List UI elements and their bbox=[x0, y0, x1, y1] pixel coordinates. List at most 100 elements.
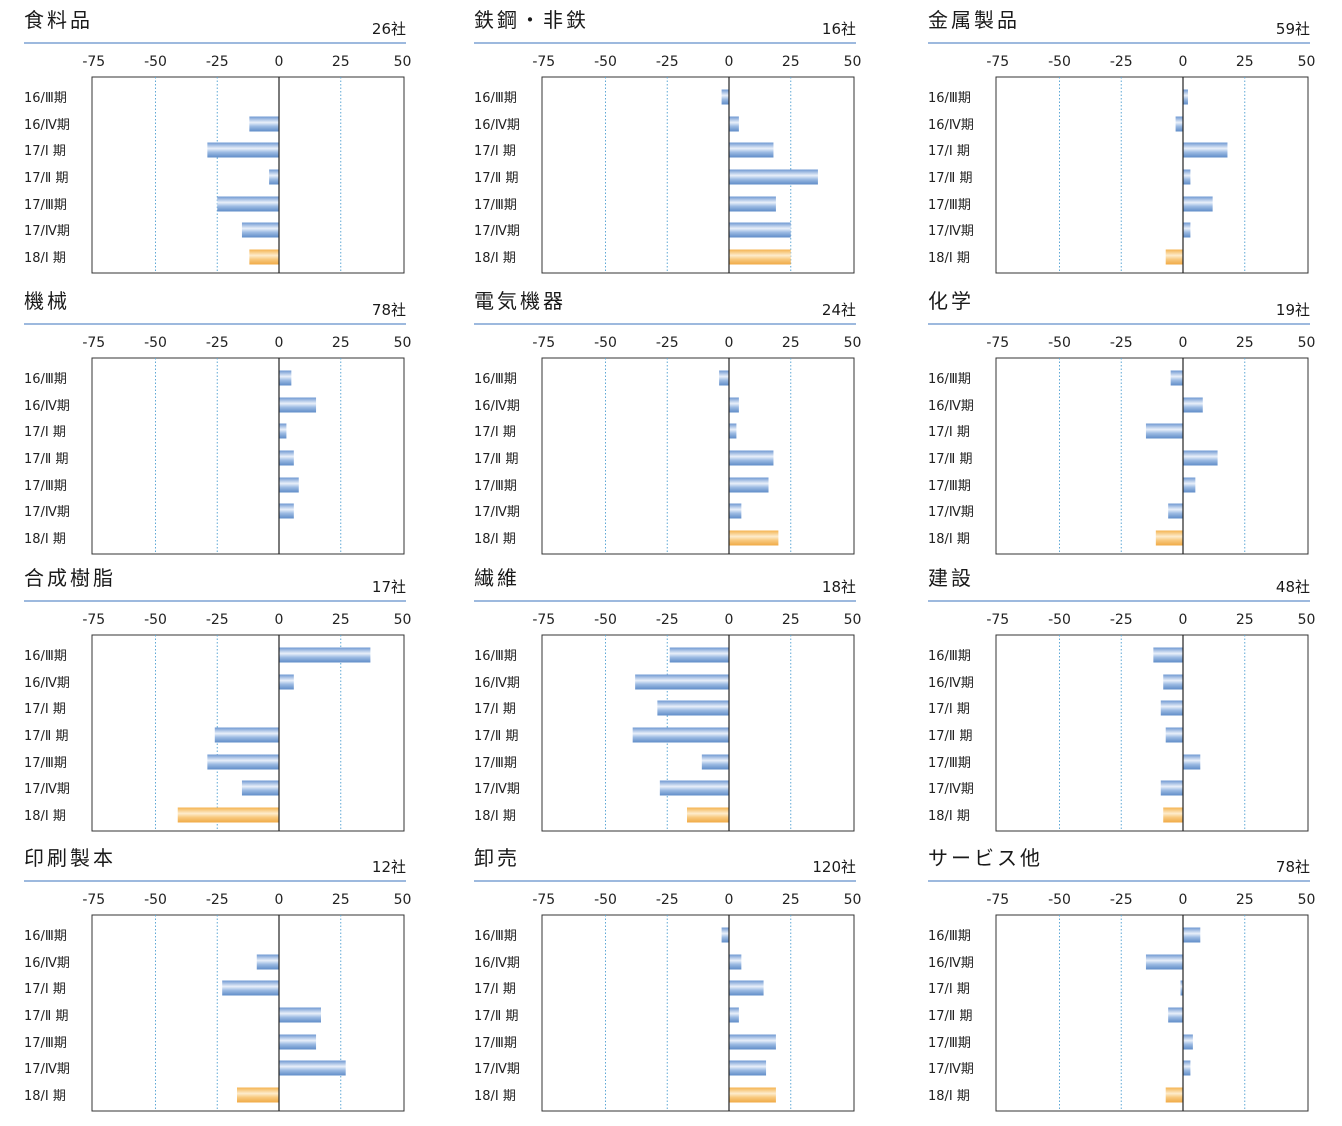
plot-frame bbox=[541, 76, 855, 274]
company-count: 48社 bbox=[1275, 578, 1310, 596]
company-count: 24社 bbox=[821, 301, 856, 319]
x-tick-label: 0 bbox=[725, 54, 734, 70]
value-bar bbox=[1183, 222, 1191, 238]
value-bar bbox=[279, 477, 299, 493]
x-tick-label: 25 bbox=[1236, 54, 1254, 70]
x-tick-label: -75 bbox=[532, 892, 555, 908]
category-label: 17/Ⅱ 期 bbox=[24, 171, 68, 186]
x-tick-label: -25 bbox=[1110, 335, 1133, 351]
x-tick-label: 50 bbox=[394, 612, 412, 628]
bar-chart: -75 -50 -25 0 25 50 16/Ⅲ期 16/Ⅳ期 17/Ⅰ 期 17/Ⅱ 期 17/Ⅲ… bbox=[928, 54, 1315, 274]
plot-frame bbox=[995, 914, 1309, 1112]
x-tick-label: -75 bbox=[986, 612, 1009, 628]
category-label: 17/Ⅰ 期 bbox=[928, 982, 970, 997]
x-tick-label: 50 bbox=[844, 612, 862, 628]
value-bar bbox=[1168, 1007, 1183, 1023]
forecast-bar bbox=[249, 249, 279, 265]
value-bar bbox=[241, 222, 279, 238]
category-label: 17/Ⅲ期 bbox=[474, 756, 517, 771]
category-label: 17/Ⅲ期 bbox=[24, 479, 67, 494]
chart-panel: 化学 19社 -75 -50 -25 0 25 50 16/Ⅲ期 16/Ⅳ期 17/Ⅰ 期 17/Ⅱ … bbox=[928, 287, 1315, 569]
category-label: 16/Ⅲ期 bbox=[928, 372, 971, 387]
category-label: 16/Ⅳ期 bbox=[24, 118, 70, 133]
category-label: 17/Ⅲ期 bbox=[928, 198, 971, 213]
x-tick-label: -25 bbox=[206, 892, 229, 908]
category-label: 17/Ⅲ期 bbox=[474, 1036, 517, 1051]
value-bar bbox=[1183, 754, 1201, 770]
value-bar bbox=[241, 780, 279, 796]
value-bar bbox=[279, 1034, 317, 1050]
x-tick-label: -25 bbox=[206, 335, 229, 351]
chart-title: 建設 bbox=[928, 566, 974, 590]
title-underline bbox=[928, 880, 1310, 882]
x-tick-label: 50 bbox=[394, 54, 412, 70]
x-tick-label: -25 bbox=[1110, 892, 1133, 908]
x-tick-label: 25 bbox=[782, 612, 800, 628]
x-tick-label: 50 bbox=[844, 54, 862, 70]
value-bar bbox=[729, 423, 737, 439]
x-tick-label: 50 bbox=[1298, 54, 1316, 70]
chart-panel: 電気機器 24社 -75 -50 -25 0 25 50 16/Ⅲ期 16/Ⅳ期 17/Ⅰ 期 17/… bbox=[474, 287, 861, 569]
category-label: 16/Ⅲ期 bbox=[928, 929, 971, 944]
value-bar bbox=[729, 169, 818, 185]
chart-panel: 建設 48社 -75 -50 -25 0 25 50 16/Ⅲ期 16/Ⅳ期 17/Ⅰ 期 17/Ⅱ … bbox=[928, 564, 1315, 846]
x-tick-label: -75 bbox=[986, 335, 1009, 351]
category-label: 17/Ⅱ 期 bbox=[474, 452, 518, 467]
category-label: 17/Ⅲ期 bbox=[24, 1036, 67, 1051]
category-label: 16/Ⅳ期 bbox=[474, 956, 520, 971]
title-underline bbox=[928, 323, 1310, 325]
value-bar bbox=[222, 980, 279, 996]
category-label: 18/Ⅰ 期 bbox=[24, 532, 66, 547]
forecast-bar bbox=[1163, 807, 1183, 823]
x-tick-label: 0 bbox=[725, 612, 734, 628]
chart-title: 機械 bbox=[24, 289, 70, 313]
category-label: 16/Ⅲ期 bbox=[24, 91, 67, 106]
category-label: 16/Ⅲ期 bbox=[24, 929, 67, 944]
chart-panel: 印刷製本 12社 -75 -50 -25 0 25 50 16/Ⅲ期 16/Ⅳ期 17/Ⅰ 期 17/… bbox=[24, 844, 411, 1126]
category-label: 17/Ⅱ 期 bbox=[24, 452, 68, 467]
value-bar bbox=[1153, 647, 1183, 663]
x-tick-label: -75 bbox=[82, 335, 105, 351]
title-underline bbox=[474, 600, 856, 602]
bar-chart: -75 -50 -25 0 25 50 16/Ⅲ期 16/Ⅳ期 17/Ⅰ 期 17/Ⅱ 期 17/Ⅲ… bbox=[474, 892, 861, 1112]
value-bar bbox=[721, 927, 729, 943]
x-tick-label: 50 bbox=[1298, 892, 1316, 908]
chart-title: 化学 bbox=[928, 289, 974, 313]
category-label: 17/Ⅱ 期 bbox=[928, 729, 972, 744]
value-bar bbox=[214, 727, 279, 743]
category-label: 18/Ⅰ 期 bbox=[928, 809, 970, 824]
value-bar bbox=[1180, 980, 1183, 996]
category-label: 17/Ⅰ 期 bbox=[474, 144, 516, 159]
value-bar bbox=[1145, 954, 1183, 970]
title-underline bbox=[474, 880, 856, 882]
category-label: 17/Ⅱ 期 bbox=[928, 1009, 972, 1024]
chart-title: 合成樹脂 bbox=[24, 566, 116, 590]
company-count: 17社 bbox=[371, 578, 406, 596]
chart-panel: 合成樹脂 17社 -75 -50 -25 0 25 50 16/Ⅲ期 16/Ⅳ期 17/Ⅰ 期 17/… bbox=[24, 564, 411, 846]
title-underline bbox=[474, 323, 856, 325]
value-bar bbox=[279, 503, 294, 519]
category-label: 17/Ⅳ期 bbox=[24, 782, 70, 797]
category-label: 17/Ⅳ期 bbox=[928, 782, 974, 797]
x-tick-label: -25 bbox=[656, 892, 679, 908]
bar-chart: -75 -50 -25 0 25 50 16/Ⅲ期 16/Ⅳ期 17/Ⅰ 期 17/Ⅱ 期 17/Ⅲ… bbox=[928, 892, 1315, 1112]
chart-title: 繊維 bbox=[474, 566, 520, 590]
plot-frame bbox=[541, 634, 855, 832]
chart-panel: 鉄鋼・非鉄 16社 -75 -50 -25 0 25 50 16/Ⅲ期 16/Ⅳ期 17/Ⅰ 期 17… bbox=[474, 6, 861, 288]
x-tick-label: -75 bbox=[986, 892, 1009, 908]
value-bar bbox=[207, 142, 279, 158]
value-bar bbox=[1183, 1034, 1193, 1050]
category-label: 17/Ⅰ 期 bbox=[928, 144, 970, 159]
forecast-bar bbox=[1165, 1087, 1183, 1103]
forecast-bar bbox=[1155, 530, 1183, 546]
bar-chart: -75 -50 -25 0 25 50 16/Ⅲ期 16/Ⅳ期 17/Ⅰ 期 17/Ⅱ 期 17/Ⅲ… bbox=[474, 335, 861, 555]
chart-panel: 繊維 18社 -75 -50 -25 0 25 50 16/Ⅲ期 16/Ⅳ期 17/Ⅰ 期 17/Ⅱ … bbox=[474, 564, 861, 846]
forecast-bar bbox=[237, 1087, 279, 1103]
title-underline bbox=[474, 42, 856, 44]
category-label: 17/Ⅲ期 bbox=[24, 198, 67, 213]
category-label: 16/Ⅲ期 bbox=[928, 649, 971, 664]
category-label: 17/Ⅳ期 bbox=[474, 505, 520, 520]
chart-panel: サービス他 78社 -75 -50 -25 0 25 50 16/Ⅲ期 16/Ⅳ期 17/Ⅰ 期 17… bbox=[928, 844, 1315, 1126]
value-bar bbox=[1145, 423, 1183, 439]
industry-chart-grid: 食料品 26社 -75 -50 -25 0 25 50 16/Ⅲ期 16/Ⅳ期 17/Ⅰ 期 17/Ⅱ… bbox=[24, 6, 1315, 1112]
